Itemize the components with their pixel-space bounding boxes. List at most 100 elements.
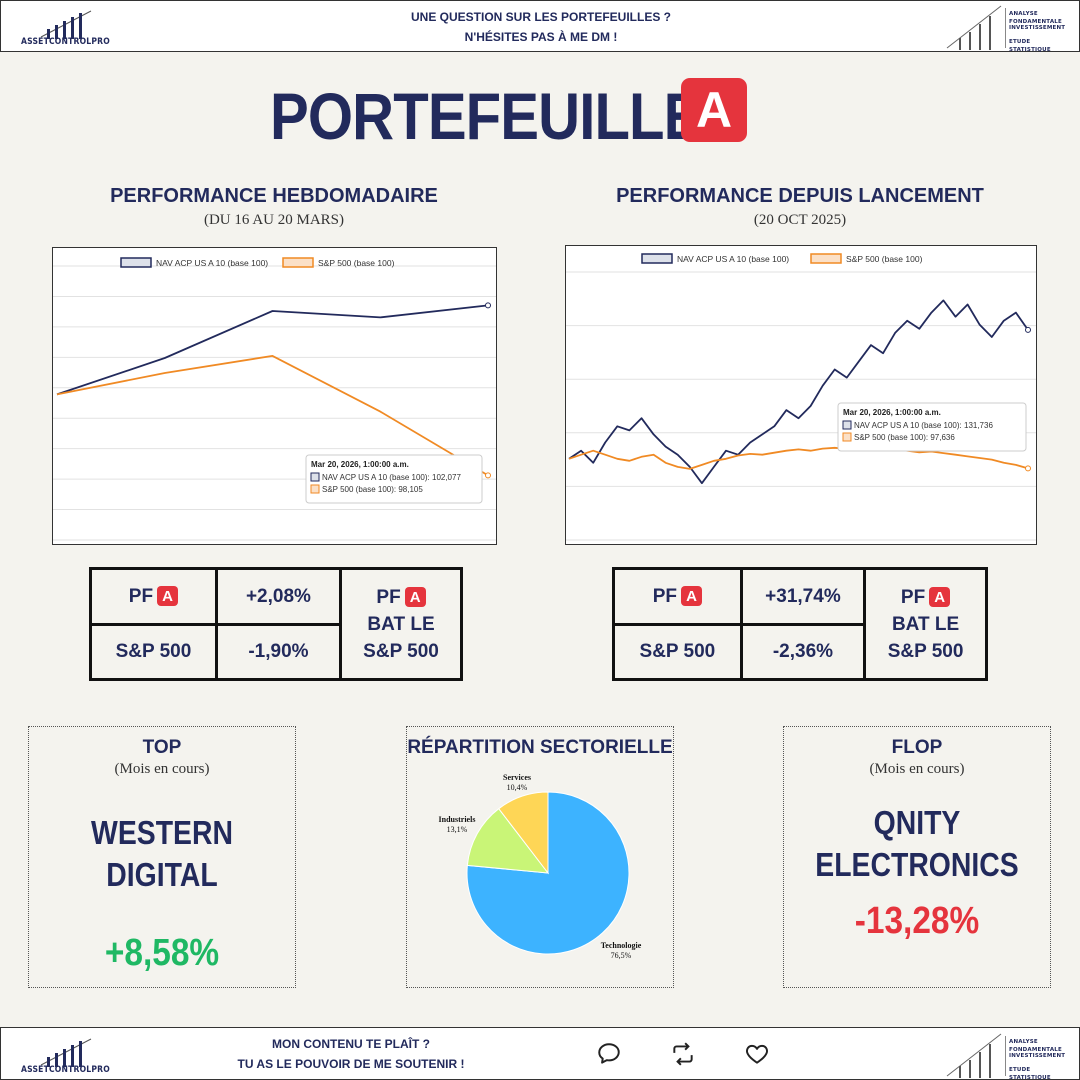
flop-stock-value: -13,28% <box>854 900 980 942</box>
footer-brand-name: ASSETCONTROLPRO <box>21 1065 110 1075</box>
sector-pie-chart[interactable] <box>407 777 675 977</box>
tooltip-date: Mar 20, 2026, 1:00:00 a.m. <box>311 460 409 469</box>
weekly-title: PERFORMANCE HEBDOMADAIRE <box>110 185 438 207</box>
portfolio-badge: A <box>681 78 747 142</box>
header-message: UNE QUESTION SUR LES PORTEFEUILLES ? N'H… <box>1 7 1080 47</box>
series-end-point-1 <box>1025 465 1031 472</box>
bar-chart-deco-icon <box>946 1033 1002 1078</box>
heart-icon[interactable] <box>744 1041 770 1067</box>
series-line-1 <box>568 446 1029 470</box>
repost-icon[interactable] <box>669 1041 697 1067</box>
series-end-point-0 <box>1025 326 1031 333</box>
series-end-point-0 <box>485 302 491 309</box>
flop-title: FLOP <box>891 737 943 758</box>
verdict-cell: PF A BAT LE S&P 500 <box>863 567 988 681</box>
launch-comparison-table: PF A +31,74% PF A BAT LE S&P 500 S&P 500 -… <box>612 567 988 681</box>
top-stock-value: +8,58% <box>104 932 220 974</box>
tooltip-line-0: NAV ACP US A 10 (base 100): 131,736 <box>854 421 993 430</box>
top-title: TOP <box>142 737 182 758</box>
verdict-badge: A <box>404 587 426 607</box>
weekly-line-chart[interactable]: NAV ACP US A 10 (base 100) S&P 500 (base … <box>52 247 497 545</box>
header-tag-3: ETUDE STATISTIQUE <box>1009 39 1051 53</box>
flop-performer-card: FLOP (Mois en cours) QNITY ELECTRONICS -… <box>783 726 1051 988</box>
tooltip-line-1: S&P 500 (base 100): 97,636 <box>854 433 955 442</box>
sector-breakdown-card: RÉPARTITION SECTORIELLE Services 10,4% In… <box>406 726 674 988</box>
footer-tag-2: INVESTISSEMENT <box>1009 1053 1066 1059</box>
legend-label-1: S&P 500 (base 100) <box>846 254 923 264</box>
sp-weekly-value: -1,90% <box>214 623 343 681</box>
pf-label-cell: PF A <box>89 567 218 626</box>
tooltip-swatch-0 <box>842 420 852 430</box>
page-title: PORTEFEUILLE <box>270 79 702 153</box>
sector-title: RÉPARTITION SECTORIELLE <box>407 737 673 758</box>
footer-tag-3: ETUDE STATISTIQUE <box>1009 1067 1051 1080</box>
pie-label-industriels: Industriels 13,1% <box>438 815 476 834</box>
pf-label: PF <box>652 585 678 607</box>
verdict-pf: PF <box>900 586 926 608</box>
weekly-comparison-table: PF A +2,08% PF A BAT LE S&P 500 S&P 500 -1… <box>89 567 463 681</box>
footer-message: MON CONTENU TE PLAÎT ? TU AS LE POUVOIR … <box>0 1034 891 1074</box>
tooltip-box <box>305 454 483 504</box>
tooltip-swatch-1 <box>842 432 852 442</box>
legend-label-0: NAV ACP US A 10 (base 100) <box>156 258 268 268</box>
header-line-2: N'HÉSITES PAS À ME DM ! <box>464 30 618 44</box>
series-line-0 <box>56 304 489 396</box>
header-line-1: UNE QUESTION SUR LES PORTEFEUILLES ? <box>410 10 672 24</box>
header-bar: ASSETCONTROLPRO UNE QUESTION SUR LES POR… <box>0 0 1080 53</box>
verdict-line-2: BAT LE <box>367 613 435 635</box>
pf-launch-value: +31,74% <box>739 567 867 626</box>
verdict-line-3: S&P 500 <box>363 640 439 662</box>
brand-name: ASSETCONTROLPRO <box>21 37 110 47</box>
legend-swatch-1 <box>810 253 842 264</box>
legend-swatch-1 <box>282 257 314 268</box>
flop-subtitle: (Mois en cours) <box>869 761 965 777</box>
tooltip-swatch-1 <box>310 484 320 494</box>
tooltip-date: Mar 20, 2026, 1:00:00 a.m. <box>843 408 941 417</box>
launch-title: PERFORMANCE DEPUIS LANCEMENT <box>616 185 984 207</box>
bar-chart-logo-icon <box>40 10 92 39</box>
footer-tag-1: ANALYSE FONDAMENTALE <box>1009 1039 1062 1053</box>
flop-stock-name-1: QNITY <box>873 804 961 841</box>
legend-label-0: NAV ACP US A 10 (base 100) <box>677 254 789 264</box>
series-line-1 <box>56 355 489 477</box>
footer-brand-logo[interactable]: ASSETCONTROLPRO <box>21 1035 131 1077</box>
tooltip-box <box>837 402 1027 452</box>
top-subtitle: (Mois en cours) <box>114 761 210 777</box>
series-end-point-1 <box>485 472 491 479</box>
pie-slice-services <box>498 791 549 875</box>
bar-chart-logo-icon <box>40 1038 92 1067</box>
pie-label-technologie: Technologie 76,5% <box>600 941 642 960</box>
verdict-cell: PF A BAT LE S&P 500 <box>339 567 463 681</box>
verdict-line-3: S&P 500 <box>887 640 964 662</box>
brand-logo[interactable]: ASSETCONTROLPRO <box>21 7 131 49</box>
verdict-pf: PF <box>376 586 401 608</box>
header-tag-2: INVESTISSEMENT <box>1009 25 1066 31</box>
tooltip-line-1: S&P 500 (base 100): 98,105 <box>322 485 423 494</box>
pf-badge: A <box>157 586 179 606</box>
top-stock-name: WESTERN DIGITAL <box>91 814 233 893</box>
pf-weekly-value: +2,08% <box>214 567 343 626</box>
sp-label: S&P 500 <box>89 623 218 681</box>
legend-label-1: S&P 500 (base 100) <box>318 258 395 268</box>
pie-slice-industriels <box>466 807 550 874</box>
weekly-subtitle: (DU 16 AU 20 MARS) <box>203 212 344 228</box>
tooltip-line-0: NAV ACP US A 10 (base 100): 102,077 <box>322 473 461 482</box>
pf-label-cell: PF A <box>612 567 743 626</box>
header-tag-1: ANALYSE FONDAMENTALE <box>1009 11 1062 25</box>
header-deco: ANALYSE FONDAMENTALE INVESTISSEMENT ETUD… <box>945 4 1066 53</box>
comment-icon[interactable] <box>596 1041 622 1067</box>
tooltip-swatch-0 <box>310 472 320 482</box>
footer-bar: ASSETCONTROLPRO MON CONTENU TE PLAÎT ? T… <box>0 1027 1080 1080</box>
legend-swatch-0 <box>641 253 673 264</box>
legend-swatch-0 <box>120 257 152 268</box>
launch-line-chart[interactable]: NAV ACP US A 10 (base 100) S&P 500 (base … <box>565 245 1037 545</box>
sp-launch-value: -2,36% <box>739 623 867 681</box>
footer-deco: ANALYSE FONDAMENTALE INVESTISSEMENT ETUD… <box>945 1032 1066 1080</box>
launch-subtitle: (20 OCT 2025) <box>753 212 847 228</box>
verdict-line-2: BAT LE <box>891 613 960 635</box>
footer-line-1: MON CONTENU TE PLAÎT ? <box>272 1037 430 1051</box>
pf-label: PF <box>128 585 154 607</box>
verdict-badge: A <box>929 587 951 607</box>
series-line-0 <box>568 299 1029 485</box>
flop-stock-name-2: ELECTRONICS <box>815 846 1019 883</box>
